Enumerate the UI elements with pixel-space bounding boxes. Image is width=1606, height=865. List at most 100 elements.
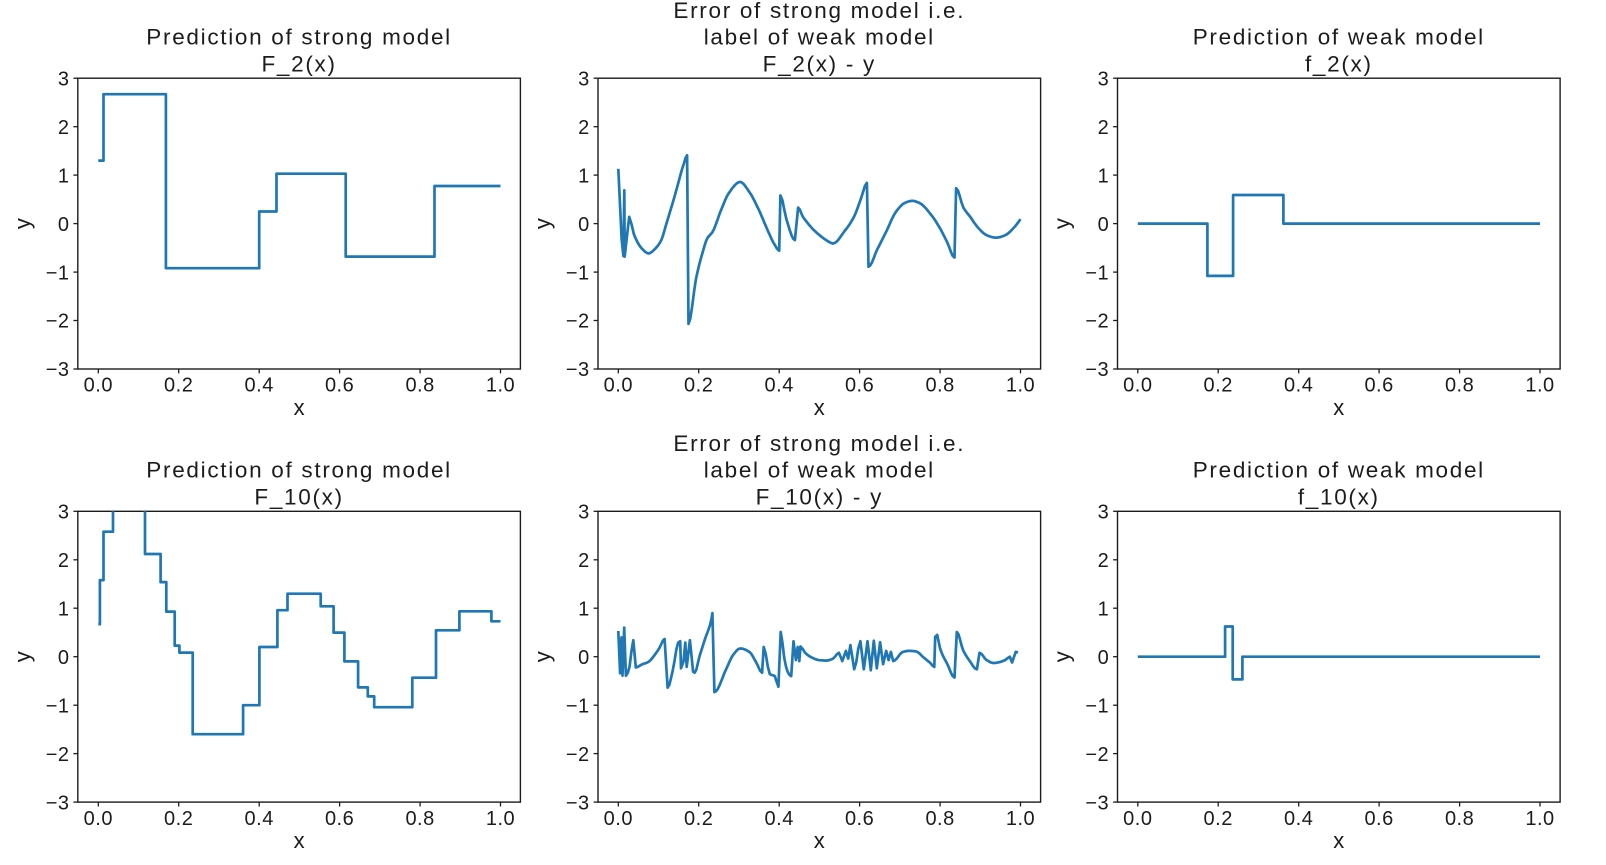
svg-text:0.4: 0.4 [765, 808, 794, 830]
svg-text:3: 3 [1098, 502, 1110, 524]
svg-text:−2: −2 [1085, 311, 1109, 333]
svg-text:1.0: 1.0 [1006, 375, 1035, 397]
svg-text:y: y [10, 218, 35, 229]
svg-text:−3: −3 [1085, 359, 1109, 381]
svg-text:1: 1 [1098, 598, 1110, 620]
svg-text:label of weak model: label of weak model [704, 25, 935, 50]
svg-text:0.0: 0.0 [604, 808, 633, 830]
svg-text:0.2: 0.2 [164, 375, 193, 397]
svg-text:−2: −2 [1085, 744, 1109, 766]
svg-text:y: y [10, 651, 35, 662]
svg-text:0.8: 0.8 [925, 375, 954, 397]
svg-text:0.2: 0.2 [1204, 808, 1233, 830]
svg-text:y: y [1050, 218, 1075, 229]
svg-text:−2: −2 [46, 744, 70, 766]
svg-text:y: y [530, 651, 555, 662]
svg-text:0.8: 0.8 [1445, 375, 1474, 397]
svg-text:F_10(x): F_10(x) [254, 484, 343, 509]
svg-text:0: 0 [1098, 647, 1110, 669]
svg-text:x: x [294, 828, 305, 853]
svg-text:0.4: 0.4 [1284, 808, 1313, 830]
svg-text:−2: −2 [566, 311, 590, 333]
svg-text:3: 3 [58, 502, 70, 524]
svg-text:1.0: 1.0 [486, 375, 515, 397]
svg-text:0.2: 0.2 [684, 375, 713, 397]
svg-text:0.4: 0.4 [765, 375, 794, 397]
svg-text:0.4: 0.4 [245, 808, 274, 830]
svg-text:−3: −3 [1085, 792, 1109, 814]
svg-text:0: 0 [1098, 214, 1110, 236]
svg-text:2: 2 [1098, 550, 1110, 572]
svg-text:1: 1 [58, 598, 70, 620]
svg-text:0.8: 0.8 [1445, 808, 1474, 830]
svg-text:3: 3 [578, 502, 590, 524]
svg-text:y: y [530, 218, 555, 229]
svg-text:0.0: 0.0 [604, 375, 633, 397]
svg-text:F_2(x) - y: F_2(x) - y [763, 51, 876, 76]
svg-text:−2: −2 [566, 744, 590, 766]
svg-text:0.8: 0.8 [405, 375, 434, 397]
svg-text:−1: −1 [566, 262, 590, 284]
svg-text:0.0: 0.0 [84, 808, 113, 830]
svg-text:3: 3 [58, 68, 70, 90]
svg-text:Prediction of weak model: Prediction of weak model [1193, 25, 1485, 50]
svg-text:Error of strong model i.e.: Error of strong model i.e. [673, 0, 965, 23]
svg-text:0: 0 [58, 647, 70, 669]
svg-text:1: 1 [1098, 165, 1110, 187]
svg-text:x: x [814, 828, 825, 853]
svg-text:−3: −3 [566, 359, 590, 381]
svg-text:x: x [814, 395, 825, 420]
svg-text:0: 0 [58, 214, 70, 236]
svg-text:0: 0 [578, 647, 590, 669]
svg-text:0.2: 0.2 [164, 808, 193, 830]
svg-text:−3: −3 [566, 792, 590, 814]
svg-text:0.4: 0.4 [245, 375, 274, 397]
svg-text:1.0: 1.0 [1525, 375, 1554, 397]
svg-text:0.6: 0.6 [1364, 375, 1393, 397]
svg-text:0.8: 0.8 [405, 808, 434, 830]
svg-text:0.6: 0.6 [845, 375, 874, 397]
svg-text:0.6: 0.6 [325, 808, 354, 830]
svg-text:y: y [1050, 651, 1075, 662]
svg-text:0.0: 0.0 [1123, 808, 1152, 830]
svg-text:0.2: 0.2 [1204, 375, 1233, 397]
svg-text:Prediction of strong model: Prediction of strong model [146, 25, 452, 50]
svg-text:Prediction of strong model: Prediction of strong model [146, 458, 452, 483]
svg-text:0.6: 0.6 [1364, 808, 1393, 830]
svg-text:2: 2 [58, 117, 70, 139]
svg-text:x: x [1333, 828, 1344, 853]
svg-text:2: 2 [578, 117, 590, 139]
svg-text:1: 1 [58, 165, 70, 187]
svg-text:f_2(x): f_2(x) [1305, 51, 1373, 76]
svg-text:2: 2 [1098, 117, 1110, 139]
svg-text:0.6: 0.6 [845, 808, 874, 830]
svg-text:0: 0 [578, 214, 590, 236]
svg-text:1: 1 [578, 165, 590, 187]
svg-text:1.0: 1.0 [1525, 808, 1554, 830]
svg-text:−1: −1 [566, 695, 590, 717]
svg-text:3: 3 [578, 68, 590, 90]
svg-text:−1: −1 [46, 695, 70, 717]
svg-text:x: x [294, 395, 305, 420]
svg-text:F_10(x) - y: F_10(x) - y [756, 484, 883, 509]
svg-text:1: 1 [578, 598, 590, 620]
svg-text:−1: −1 [1085, 695, 1109, 717]
svg-text:0.4: 0.4 [1284, 375, 1313, 397]
svg-text:−1: −1 [1085, 262, 1109, 284]
svg-text:Prediction of weak model: Prediction of weak model [1193, 458, 1485, 483]
svg-text:0.0: 0.0 [84, 375, 113, 397]
svg-text:Error of strong model i.e.: Error of strong model i.e. [673, 431, 965, 456]
svg-text:F_2(x): F_2(x) [261, 51, 336, 76]
svg-text:1.0: 1.0 [1006, 808, 1035, 830]
svg-text:0.0: 0.0 [1123, 375, 1152, 397]
svg-text:2: 2 [58, 550, 70, 572]
svg-text:0.8: 0.8 [925, 808, 954, 830]
svg-text:−3: −3 [46, 359, 70, 381]
svg-text:label of weak model: label of weak model [704, 458, 935, 483]
svg-text:−3: −3 [46, 792, 70, 814]
svg-text:2: 2 [578, 550, 590, 572]
svg-text:−2: −2 [46, 311, 70, 333]
svg-text:f_10(x): f_10(x) [1298, 484, 1380, 509]
svg-text:3: 3 [1098, 68, 1110, 90]
svg-text:0.2: 0.2 [684, 808, 713, 830]
